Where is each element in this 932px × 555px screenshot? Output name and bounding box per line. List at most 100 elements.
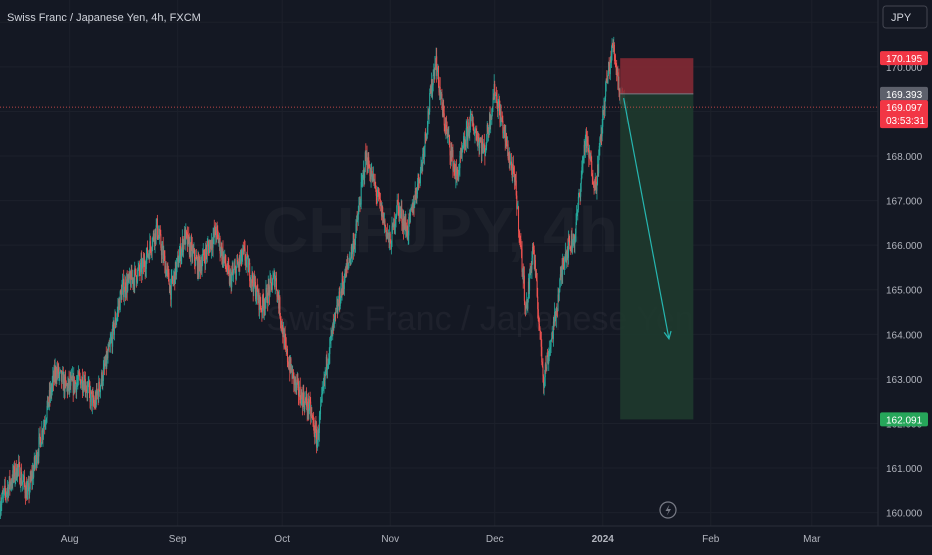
currency-button[interactable]: JPY [882, 5, 928, 29]
candle-body [267, 284, 269, 304]
candle-body [164, 266, 166, 274]
candle-body [212, 246, 214, 248]
candle-body [316, 442, 318, 447]
candle-body [608, 62, 610, 74]
candle-body [301, 391, 303, 397]
candle-body [363, 169, 365, 173]
candle-body [603, 105, 605, 113]
candle-body [430, 79, 432, 94]
candle-body [554, 312, 556, 323]
candle-body [140, 259, 142, 263]
candle-body [44, 424, 46, 425]
candle-body [112, 324, 114, 347]
candle-body [176, 258, 178, 264]
candle-body [464, 138, 466, 147]
candle-body [395, 216, 397, 220]
candle-body [467, 128, 469, 141]
candle-body [157, 236, 159, 239]
candle-body [137, 268, 139, 270]
candle-body [186, 233, 188, 235]
candle-body [573, 234, 575, 245]
candle-body [504, 128, 506, 142]
candle-body [163, 253, 165, 260]
candle-body [516, 207, 518, 210]
candle-body [193, 249, 195, 252]
candle-body [178, 262, 180, 267]
candle-body [126, 279, 128, 292]
candle-body [567, 237, 569, 258]
candle-body [34, 457, 36, 465]
candle-body [479, 141, 481, 142]
candle-body [317, 430, 319, 440]
candle-body [208, 246, 210, 253]
candle-body [605, 78, 607, 83]
candle-body [468, 122, 470, 129]
candle-body [92, 395, 94, 403]
candle-body [66, 385, 68, 393]
candle-body [514, 174, 516, 182]
candle-body [437, 65, 439, 72]
candle-body [593, 184, 595, 188]
candle-body [541, 362, 543, 367]
candle-body [63, 377, 65, 391]
position-tool[interactable] [620, 58, 694, 420]
price-scale[interactable] [878, 0, 932, 526]
candle-body [56, 369, 58, 379]
candle-body [255, 281, 257, 300]
candle-body [348, 262, 350, 264]
candle-body [286, 349, 288, 352]
candle-body [292, 369, 294, 379]
candle-body [542, 366, 544, 376]
candle-body [184, 229, 186, 245]
candle-body [35, 453, 37, 461]
candle-body [443, 106, 445, 114]
candle-body [207, 244, 209, 246]
candle-body [569, 241, 571, 246]
candle-body [558, 291, 560, 301]
candle-body [4, 485, 6, 492]
candle-body [597, 164, 599, 185]
candle-body [367, 157, 369, 172]
candle-body [588, 152, 590, 158]
candle-body [266, 288, 268, 303]
candle-body [435, 64, 437, 68]
candle-body [147, 254, 149, 257]
candle-body [548, 350, 550, 355]
candle-body [358, 204, 360, 212]
candle-body [190, 241, 192, 258]
candle-body [376, 195, 378, 197]
candle-body [368, 167, 370, 169]
candle-body [398, 206, 400, 218]
candle-body [614, 55, 616, 60]
candle-body [459, 155, 461, 169]
candle-body [7, 487, 9, 491]
candle-body [431, 79, 433, 94]
candle-body [255, 296, 257, 300]
candle-body [500, 111, 502, 121]
price-tick-label: 170.000 [886, 63, 923, 74]
candle-body [53, 368, 55, 382]
candle-body [491, 108, 493, 120]
candle-body [394, 226, 396, 231]
candle-body [556, 308, 558, 311]
candle-body [583, 144, 585, 158]
candle-body [410, 209, 412, 216]
candle-body [69, 379, 71, 386]
candle-body [322, 387, 324, 390]
time-scale[interactable] [0, 526, 932, 550]
candle-body [330, 334, 332, 339]
candle-body [396, 199, 398, 214]
lightning-icon[interactable] [659, 501, 677, 519]
candle-body [472, 122, 474, 130]
projection-arrow[interactable] [623, 97, 672, 341]
candle-body [394, 219, 396, 227]
candle-body [590, 155, 592, 161]
candle-body [585, 131, 587, 148]
candle-body [32, 471, 34, 481]
candle-body [577, 196, 579, 210]
candle-body [417, 174, 419, 184]
candle-body [354, 235, 356, 245]
candle-body [52, 375, 54, 382]
candle-body [333, 316, 335, 320]
